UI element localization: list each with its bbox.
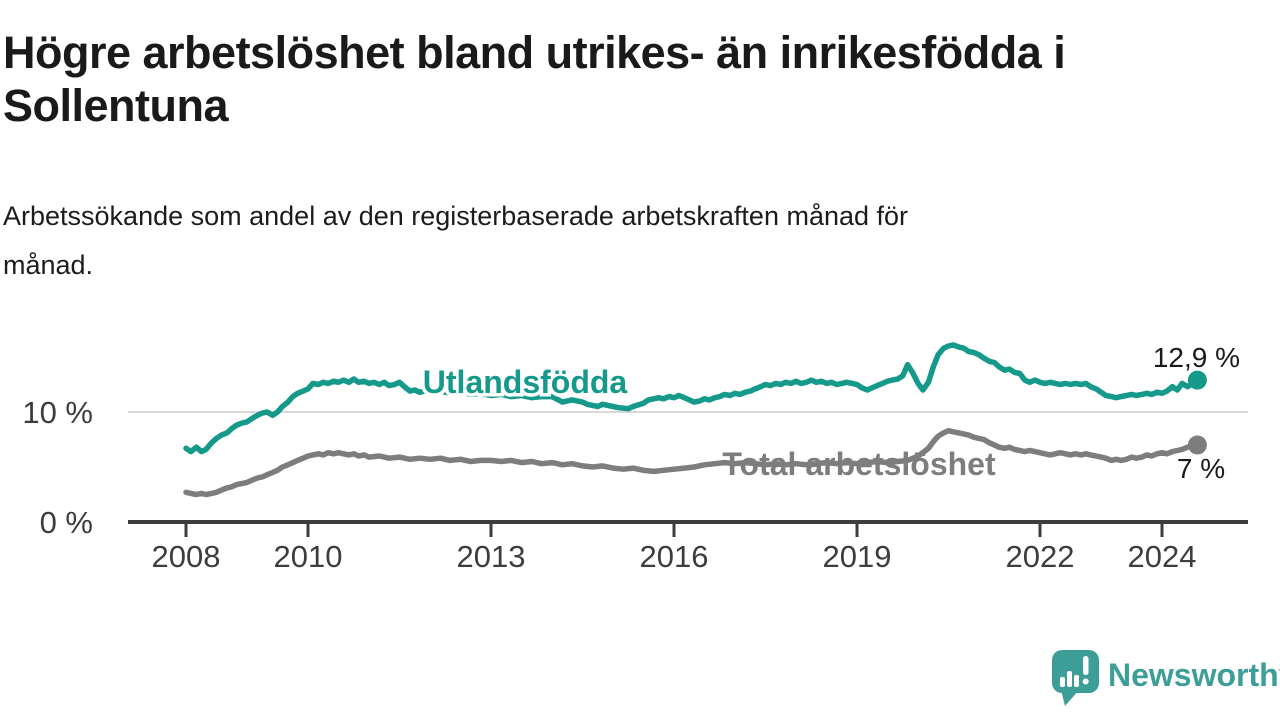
series-line-total-arbetsloshet <box>183 427 1201 498</box>
x-tick-label-2024: 2024 <box>1128 539 1197 574</box>
x-tick-label-2019: 2019 <box>823 539 892 574</box>
end-value-label-utlandsfodda: 12,9 % <box>1153 342 1240 373</box>
series-line-utlandsfodda <box>183 342 1201 455</box>
chart-subtitle: Arbetssökande som andel av den registerb… <box>3 192 1223 290</box>
chart-title-line-1: Högre arbetslöshet bland utrikes- än inr… <box>3 27 1066 78</box>
end-dot-utlandsfodda <box>1187 370 1207 390</box>
newsworthy-logo-icon <box>1052 650 1099 706</box>
y-tick-label-10: 10 % <box>22 395 93 430</box>
end-value-label-total-arbetsloshet: 7 % <box>1177 453 1225 484</box>
newsworthy-logo-text: Newsworthy <box>1108 657 1280 693</box>
y-tick-label-0: 0 % <box>40 505 93 540</box>
x-tick-label-2022: 2022 <box>1006 539 1075 574</box>
end-dot-total-arbetsloshet <box>1187 435 1207 455</box>
series-label-utlandsfodda: Utlandsfödda <box>423 364 628 400</box>
chart-subtitle-line-1: Arbetssökande som andel av den registerb… <box>3 201 909 231</box>
x-tick-label-2008: 2008 <box>152 539 221 574</box>
x-tick-label-2013: 2013 <box>457 539 526 574</box>
x-tick-label-2010: 2010 <box>274 539 343 574</box>
x-tick-label-2016: 2016 <box>640 539 709 574</box>
newsworthy-logo: Newsworthy <box>1052 650 1280 707</box>
chart-title-line-2: Sollentuna <box>3 80 229 131</box>
chart-subtitle-line-2: månad. <box>3 250 94 280</box>
chart-title: Högre arbetslöshet bland utrikes- än inr… <box>3 26 1263 132</box>
